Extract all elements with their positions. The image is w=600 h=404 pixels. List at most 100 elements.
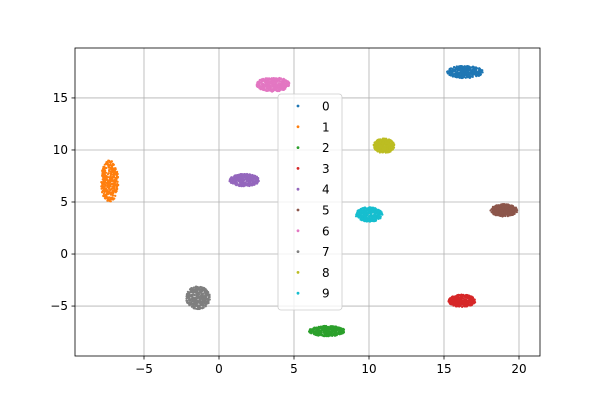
data-point — [107, 159, 110, 162]
data-point — [447, 71, 450, 74]
data-point — [279, 88, 282, 91]
data-point — [267, 78, 270, 81]
data-point — [385, 137, 388, 140]
data-point — [106, 161, 109, 164]
data-point — [115, 186, 118, 189]
data-point — [507, 207, 510, 210]
data-point — [452, 296, 455, 299]
data-point — [461, 294, 464, 297]
data-point — [382, 141, 385, 144]
data-point — [459, 301, 462, 304]
data-point — [271, 90, 274, 93]
data-point — [204, 293, 207, 296]
data-point — [386, 147, 389, 150]
data-point — [334, 331, 337, 334]
data-point — [114, 191, 117, 194]
data-point — [379, 138, 383, 141]
data-point — [379, 215, 382, 218]
data-point — [198, 307, 201, 310]
data-point — [380, 213, 383, 216]
data-point — [376, 216, 379, 219]
data-point — [246, 179, 249, 182]
data-point — [263, 84, 266, 88]
data-point — [510, 205, 513, 208]
data-point — [460, 70, 463, 73]
data-point — [106, 198, 109, 201]
data-point — [481, 71, 484, 74]
data-point — [450, 301, 453, 304]
legend-label: 9 — [322, 287, 330, 301]
data-point — [103, 182, 106, 185]
x-tick-label: 5 — [290, 362, 298, 376]
data-point — [109, 200, 112, 203]
data-point — [195, 289, 198, 292]
data-point — [283, 87, 286, 90]
data-point — [271, 80, 274, 83]
data-point — [192, 286, 196, 289]
data-point — [472, 298, 475, 301]
data-point — [460, 67, 463, 70]
data-point — [102, 173, 105, 176]
data-point — [105, 187, 108, 190]
data-point — [364, 213, 367, 217]
data-point — [104, 184, 107, 187]
data-point — [465, 295, 468, 298]
data-point — [318, 330, 321, 334]
data-point — [341, 329, 345, 332]
data-point — [384, 142, 387, 145]
data-point — [106, 173, 109, 176]
data-point — [312, 327, 315, 330]
data-point — [273, 84, 276, 87]
data-point — [364, 211, 367, 214]
data-point — [105, 181, 108, 184]
data-point — [454, 299, 457, 302]
data-point — [271, 77, 274, 80]
data-point — [459, 297, 462, 300]
y-tick-label: 15 — [53, 91, 68, 105]
data-point — [285, 81, 288, 84]
data-point — [361, 211, 364, 215]
data-point — [203, 291, 206, 294]
data-point — [208, 296, 211, 299]
data-point — [456, 67, 459, 70]
data-point — [259, 87, 263, 90]
data-point — [205, 297, 208, 300]
data-point — [263, 78, 266, 81]
data-point — [251, 184, 254, 187]
x-tick-label: −5 — [135, 362, 153, 376]
data-point — [111, 168, 114, 171]
legend-marker — [296, 125, 300, 129]
data-point — [187, 302, 190, 305]
data-point — [376, 212, 379, 215]
data-point — [206, 291, 209, 294]
data-point — [383, 147, 387, 150]
data-point — [197, 295, 201, 298]
data-point — [496, 207, 499, 211]
data-point — [190, 287, 193, 290]
data-point — [232, 180, 235, 183]
data-point — [103, 163, 106, 166]
data-point — [103, 185, 106, 188]
data-point — [476, 67, 479, 70]
data-point — [457, 294, 460, 297]
data-point — [230, 176, 233, 179]
data-point — [107, 164, 110, 167]
data-point — [479, 68, 482, 71]
data-point — [362, 214, 365, 217]
data-point — [463, 66, 466, 69]
data-point — [205, 302, 208, 305]
data-point — [354, 215, 358, 218]
data-point — [373, 141, 376, 144]
data-point — [326, 328, 329, 331]
data-point — [108, 192, 111, 195]
data-point — [197, 306, 200, 309]
legend-marker — [296, 250, 300, 254]
x-tick-label: 0 — [215, 362, 223, 376]
data-point — [469, 69, 472, 72]
data-point — [497, 206, 500, 209]
data-point — [458, 69, 461, 72]
data-point — [325, 324, 328, 328]
data-point — [104, 178, 107, 181]
legend-label: 0 — [322, 100, 330, 114]
